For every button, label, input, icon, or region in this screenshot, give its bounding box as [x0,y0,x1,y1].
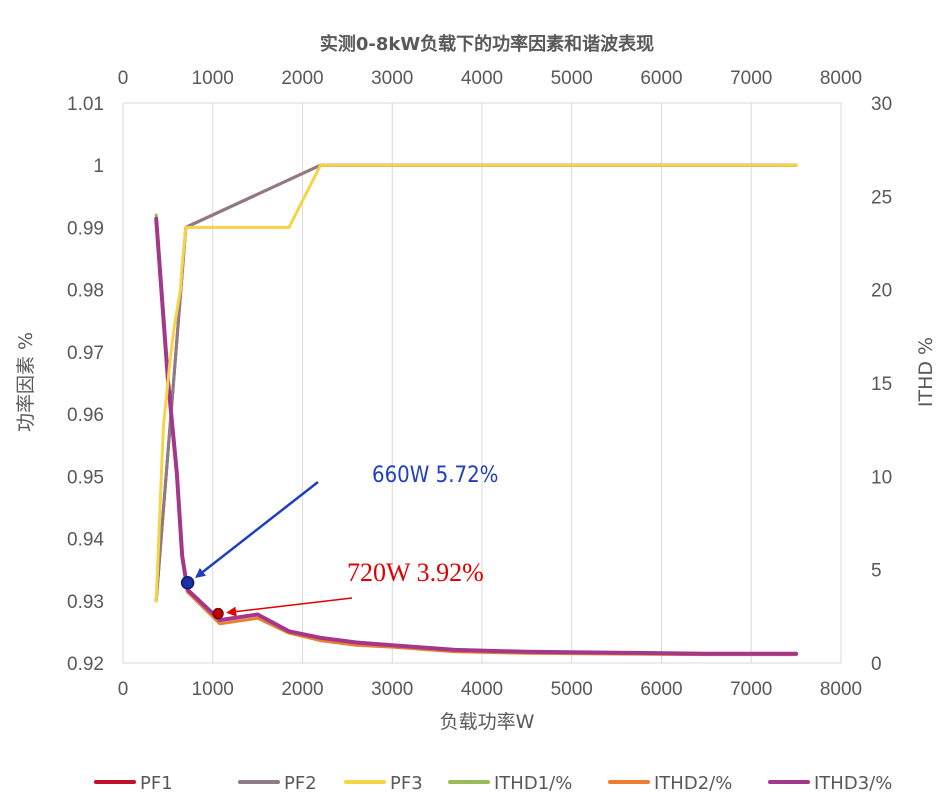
legend: PF1 PF2 PF3 ITHD1/% ITHD2/% ITHD3/% [94,773,892,794]
y-left-axis-label: 功率因素 % [15,332,37,432]
x-tick-label-top: 4000 [461,68,503,89]
x-axis-label: 负载功率W [440,711,535,733]
y-left-tick-label: 0.99 [67,218,104,239]
series-line-pf3 [154,163,798,603]
y-right-tick-label: 0 [871,654,882,675]
x-tick-label-top: 2000 [281,68,323,89]
x-tick-label-top: 6000 [640,68,682,89]
axes [122,102,842,664]
y-left-tick-label: 0.96 [67,405,104,426]
chart-title: 实测0-8kW负载下的功率因素和谐波表现 [320,33,654,55]
legend-label: ITHD2/% [654,773,732,794]
annotation-arrow-blue [195,481,319,578]
x-tick-label-top: 5000 [551,68,593,89]
y-right-tick-label: 5 [871,561,882,582]
x-tick-label-top: 3000 [371,68,413,89]
series-layer [154,163,799,657]
y-right-tick-label: 20 [871,281,892,302]
series-line-pf2 [154,163,798,603]
legend-label: ITHD3/% [814,773,892,794]
legend-label: PF2 [284,773,317,794]
y-left-tick-label: 1.01 [67,94,104,115]
x-tick-label-bottom: 8000 [820,679,862,700]
y-left-tick-label: 0.95 [67,467,104,488]
y-left-tick-label: 0.98 [67,281,104,302]
x-tick-label-top: 8000 [820,68,862,89]
x-tick-label-bottom: 4000 [461,679,503,700]
x-tick-label-bottom: 5000 [551,679,593,700]
plot-area-border [122,102,842,664]
y-right-tick-label: 30 [871,94,892,115]
series-line-ithd1 [154,213,798,656]
y-right-tick-label: 25 [871,187,892,208]
y-left-tick-label: 0.97 [67,343,104,364]
x-tick-label-top: 0 [118,68,129,89]
y-right-tick-label: 10 [871,467,892,488]
annotation-label-red: 720W 3.92% [347,558,484,587]
x-tick-label-bottom: 1000 [192,679,234,700]
series-line-ithd3 [154,216,799,656]
x-tick-label-top: 1000 [192,68,234,89]
series-line-pf1 [154,163,798,603]
series-line-ithd2 [154,221,798,657]
tick-labels: 0010001000200020003000300040004000500050… [67,68,892,700]
legend-label: PF3 [390,773,423,794]
legend-label: ITHD1/% [494,773,572,794]
y-left-tick-label: 0.94 [67,530,104,551]
y-left-tick-label: 0.92 [67,654,104,675]
y-right-axis-label: ITHD % [915,337,937,407]
y-right-tick-label: 15 [871,374,892,395]
x-tick-label-top: 7000 [730,68,772,89]
y-left-tick-label: 0.93 [67,592,104,613]
x-tick-label-bottom: 2000 [281,679,323,700]
annotation-arrow-red [226,597,353,617]
x-tick-label-bottom: 3000 [371,679,413,700]
x-tick-label-bottom: 0 [118,679,129,700]
annotations-layer: 660W 5.72% 720W 3.92% [180,463,499,620]
annotation-point-red [212,607,224,620]
y-left-tick-label: 1 [93,156,104,177]
annotation-label-blue: 660W 5.72% [372,463,499,488]
x-tick-label-bottom: 7000 [730,679,772,700]
legend-label: PF1 [140,773,173,794]
annotation-point-blue [180,575,195,590]
x-tick-label-bottom: 6000 [640,679,682,700]
